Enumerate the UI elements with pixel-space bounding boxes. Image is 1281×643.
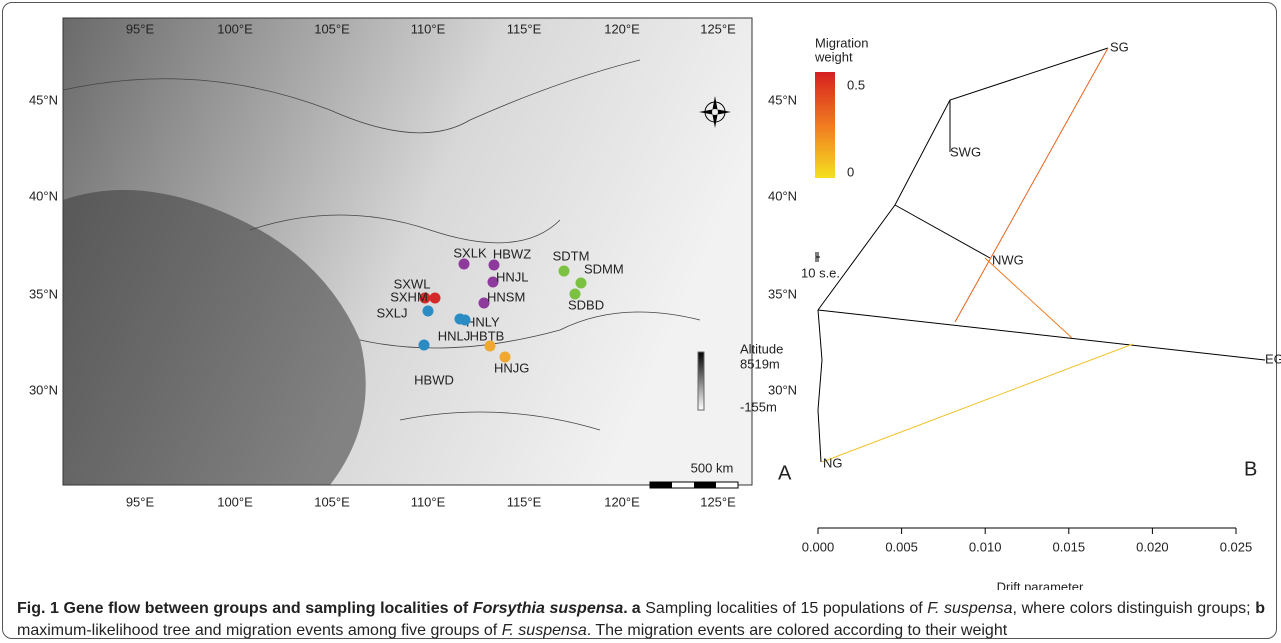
scale-bar xyxy=(694,482,716,488)
caption: Fig. 1 Gene flow between groups and samp… xyxy=(17,598,1265,642)
site-label: SDBD xyxy=(568,297,604,312)
x-tick-label: 0.005 xyxy=(885,539,918,554)
lon-label: 125°E xyxy=(700,21,736,36)
altitude-max: 8519m xyxy=(740,356,780,371)
site-label: HBWZ xyxy=(493,246,531,261)
site-dot xyxy=(430,293,441,304)
panel-letter: A xyxy=(778,462,792,484)
site-label: HNLJ xyxy=(438,328,471,343)
site-label: HNLY xyxy=(466,314,500,329)
lat-label: 45°N xyxy=(29,92,58,107)
legend-max: 0.5 xyxy=(847,77,865,92)
caption-run: Forsythia suspensa xyxy=(473,600,623,617)
site-label: SXLJ xyxy=(376,305,407,320)
node-label: SG xyxy=(1110,39,1129,54)
lat-label: 30°N xyxy=(29,382,58,397)
lon-label: 125°E xyxy=(700,494,736,509)
site-label: SXLK xyxy=(453,245,487,260)
lon-label: 120°E xyxy=(604,494,640,509)
site-dot xyxy=(576,278,587,289)
x-tick-label: 0.025 xyxy=(1220,539,1253,554)
lat-label: 35°N xyxy=(768,286,797,301)
lon-label: 105°E xyxy=(314,21,350,36)
lon-label: 95°E xyxy=(126,494,155,509)
se-label: 10 s.e. xyxy=(801,265,840,280)
site-label: HBTB xyxy=(470,328,505,343)
figure-page: 500 km Altitude 8519m -155m A Migration … xyxy=(0,0,1281,643)
lon-label: 110°E xyxy=(411,21,446,36)
migration-edge xyxy=(822,344,1133,462)
altitude-title: Altitude xyxy=(740,341,783,356)
scale-bar xyxy=(650,482,672,488)
lon-label: 115°E xyxy=(507,494,542,509)
site-dot xyxy=(423,306,434,317)
site-label: SDMM xyxy=(584,261,624,276)
caption-run: Sampling localities of 15 populations of xyxy=(641,600,928,617)
lat-label: 45°N xyxy=(768,92,797,107)
x-tick-label: 0.000 xyxy=(802,539,835,554)
site-label: HNJG xyxy=(494,360,529,375)
lat-label: 40°N xyxy=(29,188,58,203)
legend-min: 0 xyxy=(847,164,854,179)
lon-label: 110°E xyxy=(411,494,446,509)
migration-edge xyxy=(985,258,1072,338)
caption-run: F. suspensa xyxy=(502,622,587,639)
caption-run: , where colors distinguish groups; xyxy=(1013,600,1256,617)
site-label: HNJL xyxy=(496,269,529,284)
site-label: SXHM xyxy=(390,289,428,304)
se-bar xyxy=(816,252,820,262)
caption-run: . xyxy=(623,600,627,617)
altitude-bar xyxy=(698,352,704,410)
site-label: HBWD xyxy=(414,372,454,387)
caption-run: a xyxy=(632,600,641,617)
panel-letter: B xyxy=(1244,458,1257,480)
site-dot xyxy=(559,266,570,277)
caption-run: F. suspensa xyxy=(927,600,1012,617)
lon-label: 105°E xyxy=(314,494,350,509)
caption-run: Fig. 1 Gene flow between groups and samp… xyxy=(17,600,473,617)
caption-run: b xyxy=(1255,600,1265,617)
legend-title: Migration xyxy=(815,35,868,50)
x-axis-label: Drift parameter xyxy=(997,579,1084,590)
site-dot xyxy=(419,340,430,351)
figure: 500 km Altitude 8519m -155m A Migration … xyxy=(0,0,1281,590)
legend-title: weight xyxy=(814,49,853,64)
lon-label: 115°E xyxy=(507,21,542,36)
x-tick-label: 0.020 xyxy=(1136,539,1169,554)
scale-label: 500 km xyxy=(691,460,734,475)
site-dot xyxy=(460,315,471,326)
caption-run: maximum-likelihood tree and migration ev… xyxy=(17,622,502,639)
lat-label: 40°N xyxy=(768,188,797,203)
migration-edge xyxy=(955,48,1108,322)
x-tick-label: 0.015 xyxy=(1053,539,1086,554)
node-label: NG xyxy=(823,455,843,470)
caption-run: . The migration events are colored accor… xyxy=(587,622,1007,639)
lat-label: 35°N xyxy=(29,286,58,301)
lat-label: 30°N xyxy=(768,382,797,397)
lon-label: 100°E xyxy=(217,494,253,509)
node-label: SWG xyxy=(950,144,981,159)
altitude-min: -155m xyxy=(740,399,777,414)
tree-branches xyxy=(818,48,1265,462)
site-label: HNSM xyxy=(487,289,525,304)
x-tick-label: 0.010 xyxy=(969,539,1002,554)
node-label: EG xyxy=(1265,351,1281,366)
node-label: NWG xyxy=(992,252,1024,267)
lon-label: 120°E xyxy=(604,21,640,36)
lon-label: 100°E xyxy=(217,21,253,36)
migration-bar xyxy=(815,72,835,178)
lon-label: 95°E xyxy=(126,21,155,36)
